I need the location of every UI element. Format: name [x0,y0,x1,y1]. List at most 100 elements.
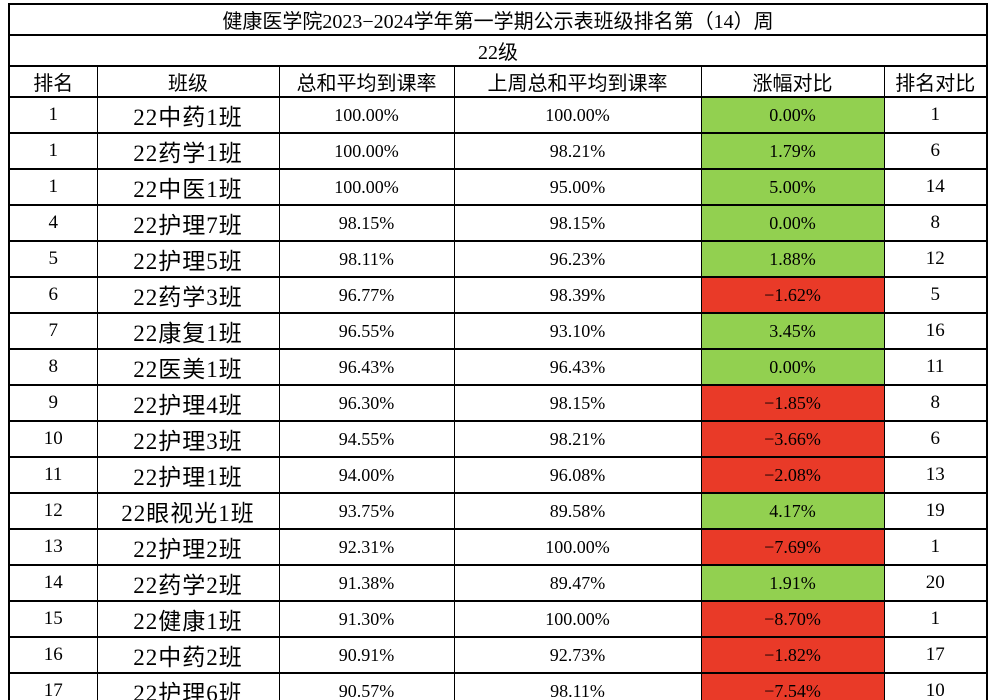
current-rate-cell: 100.00% [278,132,455,170]
previous-rate-cell: 98.39% [453,276,702,314]
rank-cell: 4 [8,204,98,242]
change-cell: −1.85% [700,384,885,422]
class-name-cell: 22药学1班 [96,132,280,170]
current-rate-cell: 98.15% [278,204,455,242]
current-rate-cell: 94.55% [278,420,455,458]
table-row: 17 22护理6班 90.57% 98.11% −7.54% 10 [8,672,988,700]
previous-rate-cell: 95.00% [453,168,702,206]
column-header-class: 班级 [96,65,280,98]
previous-rate-cell: 92.73% [453,636,702,674]
rank-cell: 5 [8,240,98,278]
current-rate-cell: 90.57% [278,672,455,700]
change-cell: 1.79% [700,132,885,170]
class-name-cell: 22中药2班 [96,636,280,674]
table-row: 6 22药学3班 96.77% 98.39% −1.62% 5 [8,276,988,314]
change-cell: 4.17% [700,492,885,530]
subtitle-row: 22级 [8,34,988,67]
change-cell: 0.00% [700,348,885,386]
previous-rate-cell: 93.10% [453,312,702,350]
change-cell: 1.88% [700,240,885,278]
previous-rate-cell: 89.47% [453,564,702,602]
table-row: 8 22医美1班 96.43% 96.43% 0.00% 11 [8,348,988,386]
table-row: 15 22健康1班 91.30% 100.00% −8.70% 1 [8,600,988,638]
table-row: 7 22康复1班 96.55% 93.10% 3.45% 16 [8,312,988,350]
current-rate-cell: 96.30% [278,384,455,422]
table-title: 健康医学院2023−2024学年第一学期公示表班级排名第（14）周 [8,3,988,36]
current-rate-cell: 91.30% [278,600,455,638]
class-name-cell: 22药学3班 [96,276,280,314]
rank-cell: 13 [8,528,98,566]
table-row: 11 22护理1班 94.00% 96.08% −2.08% 13 [8,456,988,494]
class-name-cell: 22中医1班 [96,168,280,206]
table-row: 10 22护理3班 94.55% 98.21% −3.66% 6 [8,420,988,458]
rank-cell: 16 [8,636,98,674]
change-cell: −1.62% [700,276,885,314]
rank-compare-cell: 12 [883,240,988,278]
table-row: 1 22药学1班 100.00% 98.21% 1.79% 6 [8,132,988,170]
change-cell: −1.82% [700,636,885,674]
rank-compare-cell: 11 [883,348,988,386]
column-header-change: 涨幅对比 [700,65,885,98]
class-name-cell: 22护理2班 [96,528,280,566]
class-name-cell: 22护理6班 [96,672,280,700]
rank-compare-cell: 6 [883,132,988,170]
change-cell: −2.08% [700,456,885,494]
current-rate-cell: 96.77% [278,276,455,314]
rank-cell: 10 [8,420,98,458]
current-rate-cell: 91.38% [278,564,455,602]
table-row: 1 22中医1班 100.00% 95.00% 5.00% 14 [8,168,988,206]
table-body: 1 22中药1班 100.00% 100.00% 0.00% 1 1 22药学1班 100.00… [8,96,988,700]
rank-compare-cell: 6 [883,420,988,458]
class-name-cell: 22护理3班 [96,420,280,458]
change-cell: 1.91% [700,564,885,602]
previous-rate-cell: 96.08% [453,456,702,494]
previous-rate-cell: 98.11% [453,672,702,700]
rank-compare-cell: 8 [883,204,988,242]
table-row: 5 22护理5班 98.11% 96.23% 1.88% 12 [8,240,988,278]
rank-cell: 1 [8,168,98,206]
change-cell: −8.70% [700,600,885,638]
class-ranking-table: 健康医学院2023−2024学年第一学期公示表班级排名第（14）周 22级 排名… [8,3,989,700]
change-cell: −3.66% [700,420,885,458]
title-row: 健康医学院2023−2024学年第一学期公示表班级排名第（14）周 [8,3,988,36]
rank-compare-cell: 19 [883,492,988,530]
change-cell: 3.45% [700,312,885,350]
class-name-cell: 22中药1班 [96,96,280,134]
rank-compare-cell: 5 [883,276,988,314]
rank-cell: 8 [8,348,98,386]
class-name-cell: 22医美1班 [96,348,280,386]
previous-rate-cell: 96.43% [453,348,702,386]
previous-rate-cell: 89.58% [453,492,702,530]
class-name-cell: 22药学2班 [96,564,280,602]
column-header-rank: 排名 [8,65,98,98]
class-name-cell: 22健康1班 [96,600,280,638]
rank-compare-cell: 20 [883,564,988,602]
rank-compare-cell: 17 [883,636,988,674]
previous-rate-cell: 98.15% [453,384,702,422]
rank-compare-cell: 1 [883,96,988,134]
previous-rate-cell: 96.23% [453,240,702,278]
rank-compare-cell: 14 [883,168,988,206]
header-row: 排名 班级 总和平均到课率 上周总和平均到课率 涨幅对比 排名对比 [8,65,988,98]
current-rate-cell: 96.43% [278,348,455,386]
rank-cell: 7 [8,312,98,350]
table-row: 16 22中药2班 90.91% 92.73% −1.82% 17 [8,636,988,674]
change-cell: 0.00% [700,204,885,242]
previous-rate-cell: 98.15% [453,204,702,242]
class-name-cell: 22护理7班 [96,204,280,242]
current-rate-cell: 90.91% [278,636,455,674]
change-cell: 5.00% [700,168,885,206]
table-row: 4 22护理7班 98.15% 98.15% 0.00% 8 [8,204,988,242]
previous-rate-cell: 98.21% [453,132,702,170]
table-row: 1 22中药1班 100.00% 100.00% 0.00% 1 [8,96,988,134]
current-rate-cell: 100.00% [278,96,455,134]
table-row: 13 22护理2班 92.31% 100.00% −7.69% 1 [8,528,988,566]
class-name-cell: 22护理4班 [96,384,280,422]
column-header-rank-compare: 排名对比 [883,65,988,98]
previous-rate-cell: 100.00% [453,96,702,134]
previous-rate-cell: 100.00% [453,528,702,566]
class-name-cell: 22康复1班 [96,312,280,350]
current-rate-cell: 96.55% [278,312,455,350]
rank-cell: 12 [8,492,98,530]
